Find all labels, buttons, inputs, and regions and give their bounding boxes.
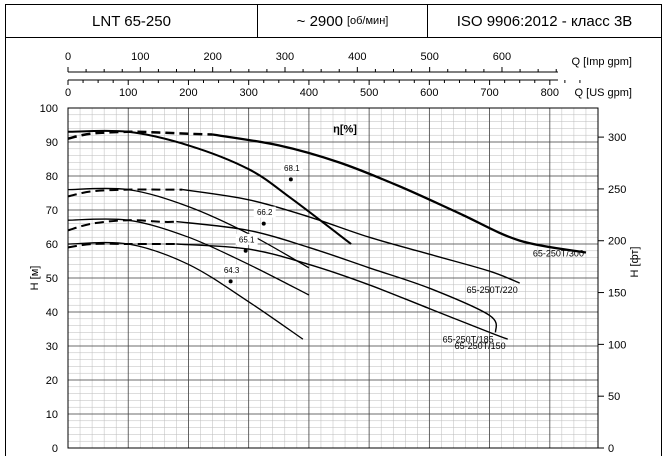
chart-frame	[5, 38, 662, 456]
x-imp-tick-label: 200	[203, 51, 221, 63]
y-right-tick-label: 200	[608, 236, 626, 248]
y-right-tick-label: 0	[608, 443, 614, 455]
x-imp-tick-label: 400	[348, 51, 366, 63]
efficiency-label-bg	[220, 264, 243, 276]
speed-value: ~ 2900	[296, 12, 343, 30]
x-us-tick-label: 400	[300, 87, 318, 99]
x-us-tick-label: 800	[541, 87, 559, 99]
hq-curve	[176, 243, 508, 340]
y-left-tick-label: 20	[46, 375, 58, 387]
y-left-tick-label: 30	[46, 341, 58, 353]
hq-curve	[182, 188, 520, 284]
x-us-tick-label: 600	[420, 87, 438, 99]
efficiency-curve	[67, 187, 310, 269]
y-left-tick-label: 40	[46, 307, 58, 319]
y-left-axis-label: H [м]	[29, 266, 41, 291]
series-label: 65-250T/300	[533, 249, 584, 259]
x-us-tick-label: 500	[360, 87, 378, 99]
x-us-tick-label: 200	[179, 87, 197, 99]
x-us-axis-label: Q [US gpm]	[575, 87, 632, 99]
x-imp-tick-label: 300	[276, 51, 294, 63]
efficiency-point-label: 64.3	[224, 266, 240, 275]
x-imp-tick-label: 600	[493, 51, 511, 63]
efficiency-label-bg	[280, 162, 303, 174]
y-left-tick-label: 80	[46, 171, 58, 183]
series-label: 65-250T/185	[443, 334, 494, 344]
y-right-tick-label: 50	[608, 391, 620, 403]
y-left-tick-label: 50	[46, 273, 58, 285]
y-right-tick-label: 150	[608, 288, 626, 300]
x-imp-tick-label: 100	[131, 51, 149, 63]
y-left-tick-label: 100	[40, 103, 58, 115]
y-right-tick-label: 300	[608, 132, 626, 144]
efficiency-label-bg	[235, 233, 258, 245]
efficiency-point-label: 66.2	[257, 208, 273, 217]
y-left-tick-label: 70	[46, 205, 58, 217]
series-label: 65-250T/150	[455, 341, 506, 351]
y-right-tick-label: 100	[608, 339, 626, 351]
efficiency-point-label: 65.1	[239, 235, 255, 244]
chart-header: LNT 65-250 ~ 2900 [об/мин] ISO 9906:2012…	[5, 4, 662, 38]
speed-cell: ~ 2900 [об/мин]	[258, 5, 428, 37]
hq-curve-dashed	[67, 219, 177, 232]
y-left-tick-label: 60	[46, 239, 58, 251]
efficiency-point	[243, 248, 248, 253]
series-label: 65-250T/220	[467, 285, 518, 295]
hq-curve	[212, 133, 587, 254]
x-us-tick-label: 0	[65, 87, 71, 99]
efficiency-point	[261, 221, 266, 226]
hq-curve-dashed	[67, 188, 183, 198]
x-us-tick-label: 700	[480, 87, 498, 99]
y-left-tick-label: 90	[46, 137, 58, 149]
y-right-tick-label: 250	[608, 184, 626, 196]
efficiency-point-label: 68.1	[284, 164, 300, 173]
hq-curve-dashed	[67, 242, 177, 249]
plot-border	[67, 107, 599, 449]
efficiency-curve	[67, 218, 310, 296]
standard-label: ISO 9906:2012 - класс 3B	[456, 12, 633, 30]
hq-curve-dashed	[67, 130, 213, 140]
x-imp-axis-label: Q [Imp gpm]	[571, 56, 632, 68]
efficiency-point	[228, 279, 233, 284]
x-imp-tick-label: 500	[420, 51, 438, 63]
model-title: LNT 65-250	[6, 5, 258, 37]
y-left-tick-label: 0	[52, 443, 58, 455]
efficiency-curve	[67, 241, 304, 340]
hq-curve	[176, 220, 498, 333]
y-right-axis-label: H [фт]	[629, 247, 641, 278]
speed-unit: [об/мин]	[346, 15, 389, 27]
y-left-tick-label: 10	[46, 409, 58, 421]
efficiency-point	[288, 177, 293, 182]
efficiency-label-bg	[253, 206, 276, 218]
x-us-tick-label: 300	[240, 87, 258, 99]
x-imp-tick-label: 0	[65, 51, 71, 63]
efficiency-label: η[%]	[333, 123, 357, 135]
x-us-tick-label: 100	[119, 87, 137, 99]
